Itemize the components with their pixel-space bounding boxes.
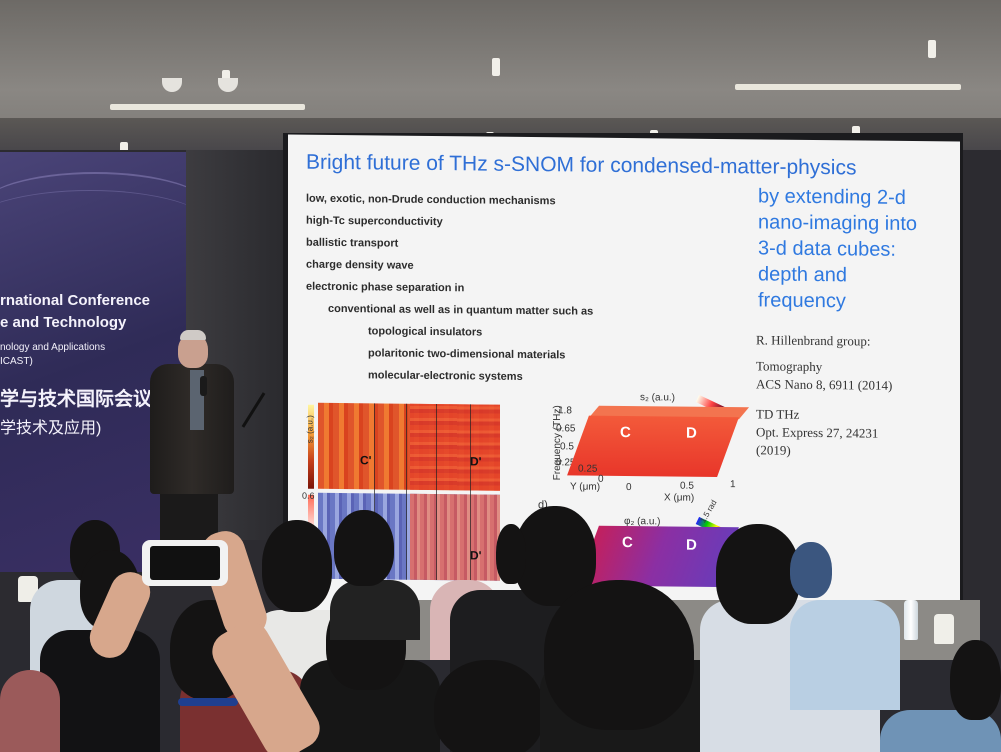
map-marker-label: D' — [470, 454, 482, 469]
bullet-item: molecular-electronic systems — [368, 369, 523, 383]
side-note-line: depth and — [758, 263, 847, 287]
banner-line: nology and Applications — [0, 342, 106, 353]
ceiling-spotlight — [492, 58, 500, 76]
audience-head — [496, 524, 526, 584]
bullet-item: polaritonic two-dimensional materials — [368, 347, 566, 362]
audience-head — [950, 640, 1001, 720]
microphone-icon — [200, 376, 207, 396]
reference-line: (2019) — [756, 442, 791, 458]
map-axis-label: s₂ (a.u.) — [305, 415, 315, 444]
bullet-item: electronic phase separation in — [306, 280, 465, 295]
y-tick: 0 — [598, 473, 604, 485]
amplitude-map-image — [318, 402, 500, 491]
audience-head — [716, 524, 800, 624]
y-tick: 0.25 — [578, 463, 598, 475]
bullet-item: conventional as well as in quantum matte… — [328, 302, 594, 318]
reference-line: ACS Nano 8, 6911 (2014) — [756, 376, 893, 393]
banner-wave-decoration — [0, 190, 186, 261]
audience — [0, 506, 1001, 752]
bullet-item: low, exotic, non-Drude conduction mechan… — [306, 192, 556, 208]
audience-shirt — [790, 600, 900, 710]
x-tick: 0 — [626, 482, 632, 494]
audience-head — [544, 580, 694, 730]
speaker-hair — [180, 330, 206, 340]
ceiling-spotlight — [928, 40, 936, 58]
slide-title: Bright future of THz s-SNOM for condense… — [306, 150, 857, 180]
x-tick: 1 — [730, 479, 736, 491]
water-bottle — [904, 600, 918, 640]
frequency-tick: 1.8 — [558, 405, 572, 417]
security-camera-icon — [162, 78, 182, 92]
teacup — [934, 614, 954, 644]
slide-side-note: by extending 2-d nano-imaging into 3-d d… — [758, 183, 917, 315]
side-note-line: 3-d data cubes: — [758, 237, 896, 261]
reference-line: Tomography — [756, 358, 823, 375]
reference-line: R. Hillenbrand group: — [756, 332, 871, 349]
reference-line: Opt. Express 27, 24231 — [756, 424, 879, 441]
security-camera-icon — [218, 78, 238, 92]
lanyard — [178, 698, 238, 706]
x-axis-label: X (μm) — [664, 492, 695, 504]
cube-region-label: C — [620, 423, 631, 442]
banner-line: e and Technology — [0, 314, 127, 331]
audience-head — [334, 510, 394, 586]
audience-head — [434, 660, 544, 752]
bullet-item: high-Tc superconductivity — [306, 214, 443, 229]
frequency-tick: 0.65 — [556, 423, 576, 435]
audience-cap — [790, 542, 832, 598]
side-note-line: frequency — [758, 289, 846, 313]
smartphone-screen — [150, 546, 220, 580]
ceiling-light-strip — [110, 104, 305, 110]
bullet-item: topological insulators — [368, 325, 483, 339]
y-axis-label: Y (μm) — [570, 481, 601, 493]
reference-line: TD THz — [756, 406, 800, 422]
bullet-item: charge density wave — [306, 258, 414, 272]
side-note-line: nano-imaging into — [758, 211, 917, 236]
map-marker-label: C' — [360, 453, 372, 468]
audience-head — [262, 520, 332, 612]
ceiling-light-strip — [735, 84, 961, 90]
map-axis-value: 0.6 — [302, 490, 315, 501]
x-tick: 0.5 — [680, 480, 694, 492]
cube-top-label: s₂ (a.u.) — [640, 392, 675, 404]
audience-shirt — [0, 670, 60, 752]
banner-wave-decoration — [0, 172, 186, 244]
bullet-item: ballistic transport — [306, 236, 399, 250]
banner-line: rnational Conference — [0, 292, 151, 309]
frequency-tick: 0.5 — [560, 441, 574, 453]
audience-shirt — [330, 580, 420, 640]
side-note-line: by extending 2-d — [758, 185, 906, 209]
banner-line-chinese: 学技术及应用) — [0, 420, 102, 437]
banner-line-chinese: 学与技术国际会议 — [0, 389, 153, 410]
banner-line: ICAST) — [0, 356, 33, 367]
conference-banner: rnational Conference e and Technology no… — [0, 152, 186, 572]
slide-references: R. Hillenbrand group: Tomography ACS Nan… — [756, 331, 892, 460]
cube-region-label: D — [686, 424, 697, 442]
